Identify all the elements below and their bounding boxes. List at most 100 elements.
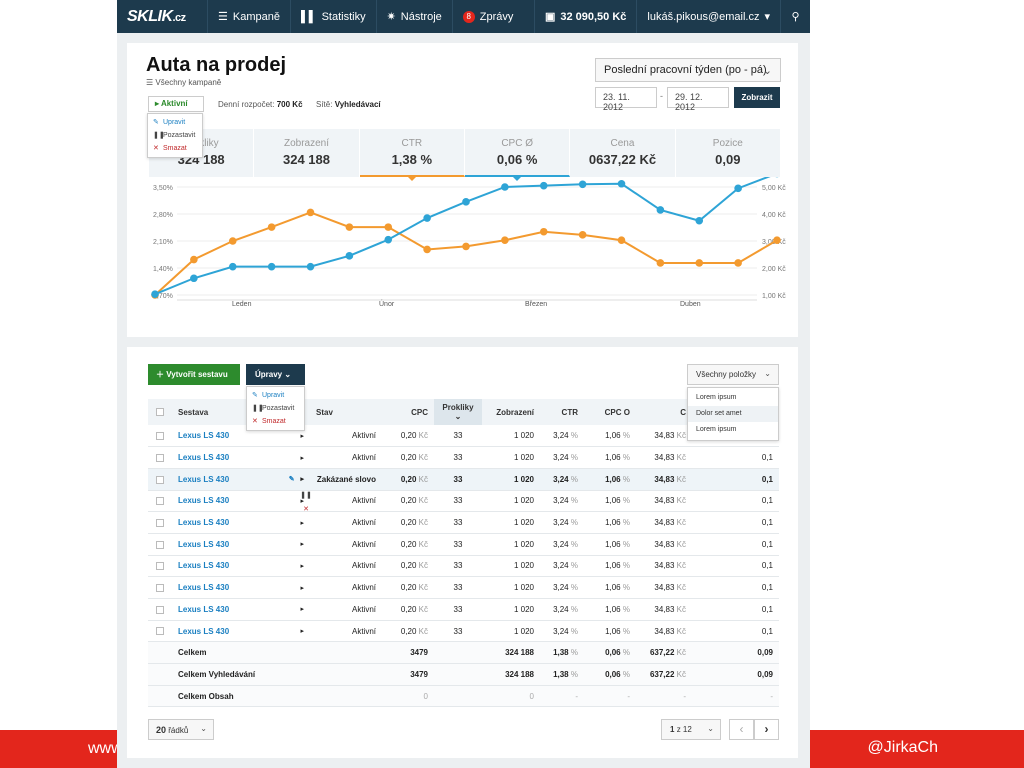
play-icon[interactable]: ▸ — [300, 476, 304, 484]
play-icon[interactable]: ▸ — [300, 606, 304, 614]
row-checkbox[interactable] — [148, 598, 172, 621]
kpi-tile[interactable]: CPC Ø 0,06 % — [464, 129, 571, 181]
report-name[interactable]: Lexus LS 430 — [172, 620, 276, 643]
cell-cost: 34,83 Kč — [636, 446, 692, 469]
report-name[interactable]: Lexus LS 430 — [172, 533, 276, 556]
period-select[interactable]: Poslední pracovní týden (po - pá) ⌄ — [595, 58, 781, 82]
total-clicks — [434, 641, 482, 665]
nav-campaigns[interactable]: ☰ Kampaně — [207, 0, 290, 33]
play-icon[interactable]: ▸ — [300, 628, 304, 636]
filter-option[interactable]: Lorem ipsum — [696, 426, 737, 433]
breadcrumb[interactable]: ☰ Všechny kampaně — [146, 78, 222, 87]
search-button[interactable]: ⚲ — [780, 0, 810, 33]
play-icon[interactable]: ▸ — [300, 519, 304, 527]
show-button[interactable]: Zobrazit — [734, 87, 780, 108]
user-menu[interactable]: lukáš.pikous@email.cz ▾ — [636, 0, 780, 33]
kpi-tile[interactable]: CTR 1,38 % — [359, 129, 465, 181]
table-row[interactable]: Lexus LS 430 ▸ Aktivní 0,20 Kč 33 1 020 3,24 … — [148, 511, 779, 534]
report-name[interactable]: Lexus LS 430 — [172, 490, 276, 513]
total-label: Celkem Obsah — [172, 685, 276, 708]
kpi-tile[interactable]: Pozice 0,09 — [676, 129, 780, 177]
row-checkbox[interactable] — [148, 468, 172, 491]
total-spacer — [310, 663, 382, 686]
play-icon[interactable]: ▸ — [300, 454, 304, 462]
row-tools: ▸ — [276, 490, 310, 513]
table-row[interactable]: Lexus LS 430 ▸ Aktivní 0,20 Kč 33 1 020 3,24 … — [148, 576, 779, 599]
row-checkbox[interactable] — [148, 555, 172, 578]
cell-position: 0,1 — [692, 620, 779, 643]
report-name[interactable]: Lexus LS 430 — [172, 468, 276, 491]
nav-messages[interactable]: 8 Zprávy — [451, 0, 524, 33]
cell-position: 0,1 — [692, 598, 779, 621]
series-point — [578, 231, 587, 239]
col-clicks[interactable]: Prokliky ⌄ — [434, 399, 482, 425]
date-to-input[interactable]: 29. 12. 2012 — [667, 87, 729, 112]
nav-tools[interactable]: ✷ Nástroje — [375, 0, 452, 33]
play-icon[interactable]: ▸ — [300, 584, 304, 592]
col-state[interactable]: Stav — [310, 399, 382, 425]
kpi-tile[interactable]: Zobrazení 324 188 — [254, 129, 360, 177]
edit-dropdown-button[interactable]: Úpravy ⌄ — [246, 364, 305, 385]
cell-cpc-avg: 1,06 % — [584, 511, 636, 534]
row-checkbox[interactable] — [148, 533, 172, 556]
menu-delete[interactable]: ✕ Smazat — [252, 418, 286, 425]
report-name[interactable]: Lexus LS 430 — [172, 598, 276, 621]
close-icon[interactable]: ✕ — [303, 506, 309, 513]
total-label: Celkem Vyhledávání — [172, 663, 276, 686]
play-icon[interactable]: ▸ — [300, 432, 304, 440]
row-checkbox[interactable] — [148, 620, 172, 643]
chevron-right-icon: › — [764, 722, 769, 736]
row-checkbox[interactable] — [148, 576, 172, 599]
total-cost: - — [636, 685, 692, 708]
col-impressions[interactable]: Zobrazení — [482, 399, 540, 425]
select-all-checkbox[interactable] — [148, 399, 172, 425]
report-name[interactable]: Lexus LS 430 — [172, 576, 276, 599]
col-cost[interactable]: C — [636, 399, 692, 425]
col-cpc-avg[interactable]: CPC O — [584, 399, 636, 425]
col-ctr[interactable]: CTR — [540, 399, 584, 425]
date-from-input[interactable]: 23. 11. 2012 — [595, 87, 657, 112]
items-filter-select[interactable]: Všechny položky ⌄ — [687, 364, 779, 385]
table-row[interactable]: Lexus LS 430 ✎ ▸ Zakázané slovo 0,20 Kč 33 1 … — [148, 468, 779, 491]
table-row[interactable]: Lexus LS 430 ▸ Aktivní 0,20 Kč 33 1 020 3,24 … — [148, 425, 779, 448]
page-select[interactable]: 1 z 12 ⌄ — [661, 719, 721, 740]
row-checkbox[interactable] — [148, 490, 172, 513]
pencil-icon[interactable]: ✎ — [288, 476, 295, 484]
col-cpc[interactable]: CPC — [382, 399, 434, 425]
table-row[interactable]: Lexus LS 430 ▸ Aktivní 0,20 Kč 33 1 020 3,24 … — [148, 620, 779, 643]
footer-author: @JirkaCh — [867, 739, 938, 756]
menu-pause[interactable]: ❚❚Pozastavit — [153, 132, 196, 139]
table-row[interactable]: Lexus LS 430 ▸ Aktivní 0,20 Kč 33 1 020 3,24 … — [148, 598, 779, 621]
menu-edit[interactable]: ✎ Upravit — [153, 119, 186, 126]
table-row[interactable]: Lexus LS 430 ▸ Aktivní 0,20 Kč 33 1 020 3,24 … — [148, 446, 779, 469]
filter-option[interactable]: Dolor set amet — [688, 406, 778, 422]
table-row[interactable]: Lexus LS 430 ▸ Aktivní 0,20 Kč 33 1 020 3,24 … — [148, 533, 779, 556]
kpi-tile[interactable]: Cena 0637,22 Kč — [570, 129, 676, 177]
prev-page-button[interactable]: ‹ — [729, 719, 754, 740]
menu-delete[interactable]: ✕ Smazat — [153, 145, 187, 152]
report-name[interactable]: Lexus LS 430 — [172, 555, 276, 578]
filter-option[interactable]: Lorem ipsum — [696, 394, 737, 401]
nav-statistics[interactable]: ▌▌ Statistiky — [289, 0, 376, 33]
campaign-status-button[interactable]: ▸ Aktivní — [148, 96, 204, 112]
report-name[interactable]: Lexus LS 430 — [172, 446, 276, 469]
pause-icon[interactable]: ❚❚ — [300, 492, 312, 499]
total-position: 0,09 — [692, 641, 779, 665]
menu-pause[interactable]: ❚❚Pozastavit — [252, 405, 295, 412]
rows-per-page-select[interactable]: 20 řádků ⌄ — [148, 719, 214, 740]
row-checkbox[interactable] — [148, 425, 172, 448]
row-checkbox[interactable] — [148, 446, 172, 469]
row-checkbox[interactable] — [148, 511, 172, 534]
menu-edit[interactable]: ✎ Upravit — [252, 392, 285, 399]
table-row[interactable]: Lexus LS 430 ▸ Aktivní 0,20 Kč 33 1 020 3,24 … — [148, 555, 779, 578]
play-icon[interactable]: ▸ — [300, 562, 304, 570]
table-row[interactable]: Lexus LS 430 ▸ Aktivní 0,20 Kč 33 1 020 3,24 … — [148, 490, 779, 513]
play-icon[interactable]: ▸ — [300, 541, 304, 549]
cell-clicks: 33 — [434, 576, 482, 599]
play-icon[interactable]: ▸ — [300, 497, 304, 505]
create-report-button[interactable]: ＋ Vytvořit sestavu — [148, 364, 240, 385]
credit-balance[interactable]: ▣ 32 090,50 Kč — [533, 0, 636, 33]
logo[interactable]: SKLIK.cz — [127, 7, 186, 25]
report-name[interactable]: Lexus LS 430 — [172, 511, 276, 534]
next-page-button[interactable]: › — [754, 719, 779, 740]
